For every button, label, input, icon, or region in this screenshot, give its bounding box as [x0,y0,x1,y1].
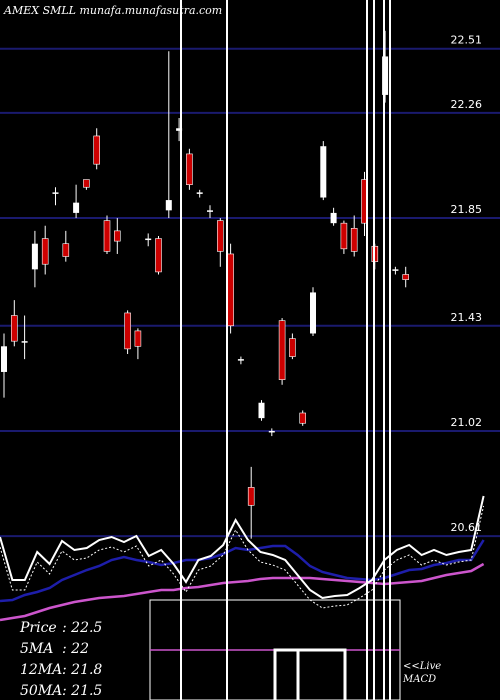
ma-short-line [0,495,485,600]
y-tick-layer: 22.51 22.26 21.85 21.43 21.02 20.61 [451,34,483,534]
candle-37 [382,56,389,95]
wick-layer [3,30,407,539]
candle-29 [299,412,307,424]
candle-2 [21,341,28,343]
candle-22 [227,253,234,327]
candle-38 [392,269,399,271]
candle-1 [11,315,18,342]
moving-average-layer [0,495,485,622]
macd-label-line-2: MACD [402,674,436,685]
stat-label-0: Price [19,620,57,636]
candle-24 [247,487,255,506]
ma-long-line [0,562,485,622]
stat-value-2: : 21.8 [62,662,102,678]
macd-histogram-line [273,648,300,700]
stat-label-2: 12MA [20,662,62,678]
candle-15 [155,238,162,273]
candle-39 [402,274,410,280]
candle-layer [1,56,410,506]
candle-25 [258,402,265,419]
candle-12 [124,312,131,350]
candle-16 [165,200,172,211]
candle-3 [31,243,38,270]
stat-value-1: : 22 [62,641,89,657]
y-tick-label-2: 21.85 [451,203,483,216]
macd-panel [149,599,401,700]
grid-layer [0,47,500,538]
candle-28 [289,338,296,357]
candle-19 [196,192,203,194]
ma-short-dotted-line [0,505,485,609]
stat-value-3: : 21.5 [62,683,102,699]
stat-label-1: 5MA [20,641,53,657]
y-tick-label-3: 21.43 [451,311,483,324]
candle-4 [41,238,49,265]
macd-histogram-line-2 [298,648,347,700]
candle-8 [83,179,90,188]
candle-23 [237,359,244,361]
candle-32 [330,212,337,224]
candle-13 [134,330,142,347]
candle-21 [217,220,224,252]
candle-30 [310,292,316,334]
candle-34 [350,228,358,252]
candle-6 [62,243,70,257]
macd-label-line-1: <<Live [403,661,441,672]
candle-10 [103,220,111,252]
candle-33 [340,222,348,250]
stat-label-3: 50MA [20,683,62,699]
candle-31 [320,146,327,198]
chart-title: AMEX SMLL munafa.munafasutra.com [3,4,222,17]
candle-9 [93,135,100,165]
candle-18 [186,153,193,185]
candle-26 [268,430,275,433]
candle-14 [145,238,152,241]
y-tick-label-5: 20.61 [451,521,483,534]
candle-17 [176,128,183,131]
candle-27 [278,320,286,380]
y-tick-label-4: 21.02 [451,416,483,429]
vertical-line-layer [180,0,391,700]
candle-7 [73,202,80,213]
stat-value-0: : 22.5 [62,620,102,636]
y-tick-label-0: 22.51 [451,34,483,47]
candle-11 [114,230,121,242]
candle-0 [1,346,7,372]
candle-20 [207,210,213,212]
y-tick-label-1: 22.26 [451,98,483,111]
candle-5 [52,192,59,194]
ma-mid-line [0,539,485,603]
